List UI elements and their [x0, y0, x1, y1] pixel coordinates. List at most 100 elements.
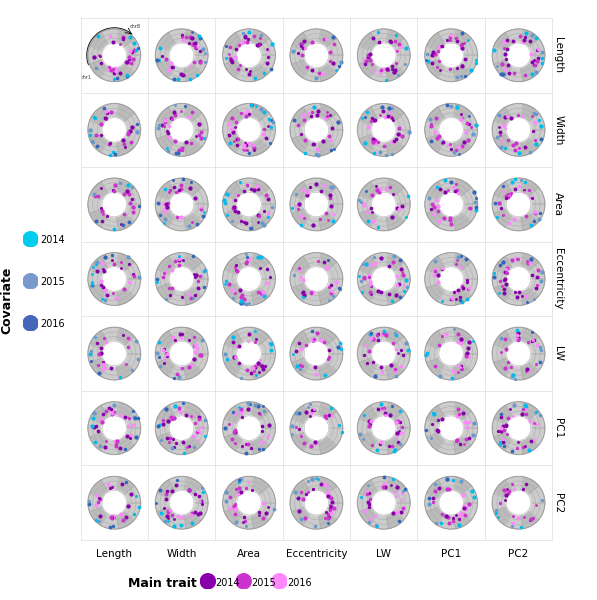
Point — [393, 129, 403, 139]
Wedge shape — [386, 178, 404, 197]
Point — [461, 505, 470, 514]
Point — [106, 404, 116, 414]
Point — [259, 407, 269, 416]
Point — [443, 140, 453, 150]
Point — [85, 350, 95, 359]
Point — [453, 329, 463, 339]
Point — [291, 346, 300, 356]
Circle shape — [153, 475, 210, 531]
Point — [371, 135, 380, 145]
Point — [158, 272, 168, 281]
Point — [233, 190, 242, 200]
Point — [99, 364, 109, 373]
Point — [322, 107, 332, 117]
Wedge shape — [292, 480, 310, 499]
Wedge shape — [303, 364, 321, 380]
Point — [200, 265, 210, 275]
Wedge shape — [224, 331, 243, 349]
Point — [500, 334, 510, 344]
Circle shape — [506, 43, 531, 68]
Point — [359, 434, 368, 443]
Point — [296, 130, 306, 139]
Circle shape — [288, 27, 345, 83]
Point — [428, 209, 438, 218]
Point — [471, 58, 481, 68]
Point — [116, 219, 125, 229]
Point — [102, 290, 112, 300]
Wedge shape — [438, 253, 456, 268]
Point — [166, 59, 176, 68]
Point — [225, 53, 235, 62]
Point — [367, 203, 376, 213]
Point — [110, 400, 119, 409]
Point — [457, 263, 466, 272]
Point — [198, 484, 207, 493]
Point — [519, 37, 528, 47]
Wedge shape — [101, 402, 119, 418]
Point — [154, 120, 164, 130]
Point — [254, 367, 263, 377]
Point — [193, 43, 203, 52]
Point — [361, 186, 371, 196]
Wedge shape — [184, 287, 202, 305]
Point — [198, 422, 207, 432]
Point — [325, 190, 334, 200]
Point — [132, 127, 141, 137]
Point — [308, 220, 318, 230]
Wedge shape — [168, 514, 186, 529]
Wedge shape — [494, 433, 512, 451]
Point — [523, 298, 533, 307]
Point — [377, 65, 386, 74]
Point — [229, 203, 238, 212]
Point — [109, 511, 118, 520]
Wedge shape — [326, 262, 343, 279]
Point — [359, 54, 369, 64]
Point — [469, 129, 478, 139]
Point — [366, 329, 376, 338]
Point — [169, 373, 179, 383]
Point — [427, 419, 437, 429]
Point — [228, 127, 238, 137]
Point — [392, 31, 401, 40]
Point — [457, 28, 467, 38]
Point — [325, 283, 334, 292]
Wedge shape — [528, 411, 545, 428]
Point — [199, 211, 208, 221]
Wedge shape — [438, 29, 456, 44]
Point — [259, 499, 268, 508]
Point — [291, 487, 300, 497]
Point — [384, 103, 393, 112]
Wedge shape — [426, 107, 445, 125]
Point — [503, 60, 513, 70]
Point — [104, 404, 114, 413]
Wedge shape — [438, 327, 456, 343]
Point — [96, 280, 106, 290]
Wedge shape — [494, 59, 512, 78]
Point — [174, 255, 183, 265]
Point — [104, 140, 113, 149]
Point — [456, 40, 466, 50]
Point — [242, 483, 251, 493]
Wedge shape — [494, 182, 512, 200]
Point — [166, 185, 176, 194]
Point — [459, 502, 469, 512]
Point — [436, 371, 445, 380]
Point — [448, 367, 457, 376]
Point — [101, 406, 110, 416]
Point — [99, 334, 109, 343]
Point — [373, 335, 382, 344]
Point — [157, 51, 167, 61]
Point — [368, 335, 378, 344]
Point — [242, 145, 251, 155]
Point — [507, 446, 516, 455]
Point — [233, 64, 243, 74]
Point — [326, 182, 336, 192]
Point — [101, 113, 111, 122]
Point — [260, 361, 270, 371]
Point — [97, 417, 107, 427]
Wedge shape — [521, 104, 538, 122]
Wedge shape — [319, 138, 337, 156]
Point — [230, 499, 239, 509]
Point — [502, 44, 512, 54]
Point — [164, 262, 174, 271]
